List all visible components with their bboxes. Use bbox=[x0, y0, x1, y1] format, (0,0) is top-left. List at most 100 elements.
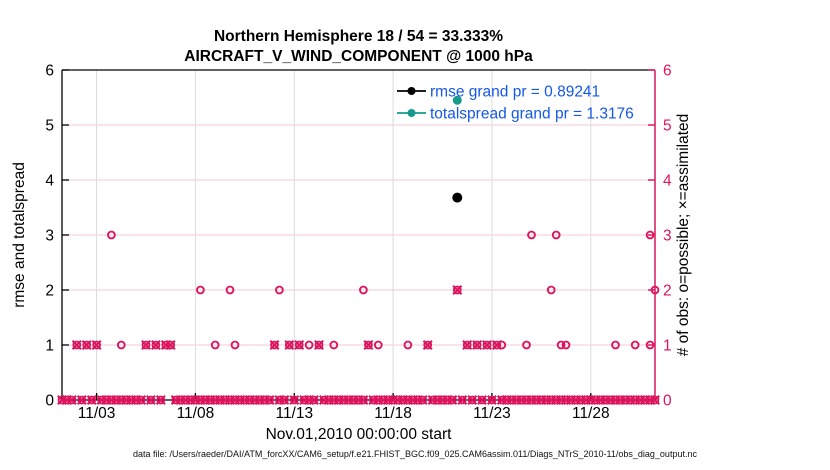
possible-obs-marker bbox=[383, 395, 393, 405]
possible-obs-marker bbox=[364, 340, 373, 350]
possible-obs-marker bbox=[497, 395, 507, 405]
legend-marker-totalspread bbox=[407, 109, 416, 117]
possible-obs-marker bbox=[245, 395, 255, 405]
possible-obs-marker bbox=[235, 395, 245, 405]
possible-obs-marker bbox=[349, 395, 358, 405]
possible-obs-marker bbox=[314, 340, 324, 350]
possible-obs-marker bbox=[146, 395, 156, 405]
y-tick-label-right: 3 bbox=[663, 228, 672, 245]
possible-obs-marker bbox=[289, 395, 299, 405]
possible-obs-marker bbox=[546, 395, 556, 405]
chart-subtitle: AIRCRAFT_V_WIND_COMPONENT @ 1000 hPa bbox=[184, 48, 533, 65]
possible-obs-marker bbox=[196, 395, 205, 405]
x-tick-label: 11/03 bbox=[78, 405, 116, 422]
possible-obs-marker bbox=[210, 395, 220, 405]
possible-obs-marker bbox=[630, 340, 640, 350]
possible-obs-marker bbox=[67, 395, 77, 405]
assimilated-obs-marker bbox=[165, 340, 176, 350]
possible-obs-marker bbox=[230, 395, 240, 405]
possible-obs-marker bbox=[408, 395, 418, 405]
possible-obs-marker bbox=[566, 395, 576, 405]
possible-obs-marker bbox=[107, 230, 116, 240]
possible-obs-marker bbox=[477, 395, 487, 405]
possible-obs-marker bbox=[230, 340, 240, 350]
possible-obs-marker bbox=[250, 395, 260, 405]
possible-obs-marker bbox=[492, 340, 502, 350]
possible-obs-marker bbox=[512, 395, 521, 405]
possible-obs-marker bbox=[438, 395, 447, 405]
possible-obs-marker bbox=[611, 340, 620, 350]
assimilated-obs-marker bbox=[284, 340, 295, 350]
possible-obs-marker bbox=[433, 395, 442, 405]
x-tick-label: 11/28 bbox=[572, 405, 610, 422]
possible-obs-marker bbox=[556, 340, 566, 350]
possible-obs-marker bbox=[136, 395, 146, 405]
possible-obs-marker bbox=[304, 395, 314, 405]
possible-obs-marker bbox=[551, 230, 561, 240]
x-tick-label: 11/18 bbox=[374, 405, 412, 422]
possible-obs-marker bbox=[536, 395, 546, 405]
rmse-point bbox=[452, 192, 463, 203]
possible-obs-marker bbox=[121, 395, 131, 405]
possible-obs-marker bbox=[527, 230, 536, 240]
possible-obs-marker bbox=[388, 395, 398, 405]
assimilated-obs-marker bbox=[150, 340, 161, 350]
x-tick-label: 11/08 bbox=[177, 405, 215, 422]
possible-obs-marker bbox=[650, 395, 660, 405]
possible-obs-marker bbox=[329, 395, 339, 405]
possible-obs-marker bbox=[418, 395, 428, 405]
possible-obs-marker bbox=[205, 395, 215, 405]
assimilated-obs-marker bbox=[71, 340, 82, 350]
possible-obs-marker bbox=[482, 340, 492, 350]
possible-obs-marker bbox=[126, 395, 136, 405]
possible-obs-marker bbox=[339, 395, 349, 405]
possible-obs-marker bbox=[487, 395, 497, 405]
possible-obs-marker bbox=[62, 395, 72, 405]
possible-obs-marker bbox=[403, 395, 413, 405]
possible-obs-marker bbox=[260, 395, 269, 405]
y-axis-label-left: rmse and totalspread bbox=[11, 162, 28, 308]
possible-obs-marker bbox=[141, 340, 151, 350]
x-axis-label: Nov.01,2010 00:00:00 start bbox=[266, 426, 453, 443]
possible-obs-marker bbox=[329, 340, 339, 350]
assimilated-obs-marker bbox=[269, 340, 280, 350]
possible-obs-marker bbox=[359, 395, 368, 405]
possible-obs-marker bbox=[196, 285, 205, 295]
possible-obs-marker bbox=[606, 395, 615, 405]
possible-obs-marker bbox=[240, 395, 250, 405]
y-axis-label-right: # of obs: o=possible; ×=assimilated bbox=[675, 114, 692, 357]
y-tick-label-left: 1 bbox=[45, 338, 54, 355]
possible-obs-marker bbox=[635, 395, 645, 405]
y-tick-label-left: 0 bbox=[45, 393, 54, 410]
possible-obs-marker bbox=[166, 340, 176, 350]
possible-obs-marker bbox=[87, 395, 97, 405]
possible-obs-marker bbox=[161, 340, 171, 350]
possible-obs-marker bbox=[107, 395, 116, 405]
possible-obs-marker bbox=[334, 395, 344, 405]
possible-obs-marker bbox=[581, 395, 591, 405]
possible-obs-marker bbox=[324, 395, 334, 405]
possible-obs-marker bbox=[354, 395, 363, 405]
assimilated-obs-marker bbox=[472, 340, 483, 350]
possible-obs-marker bbox=[546, 285, 556, 295]
possible-obs-marker bbox=[596, 395, 605, 405]
y-tick-label-left: 5 bbox=[45, 118, 54, 135]
possible-obs-marker bbox=[319, 395, 329, 405]
assimilated-obs-marker bbox=[452, 285, 463, 295]
possible-obs-marker bbox=[586, 395, 596, 405]
legend-marker-rmse bbox=[407, 87, 416, 95]
possible-obs-marker bbox=[462, 340, 472, 350]
possible-obs-marker bbox=[551, 395, 561, 405]
possible-obs-marker bbox=[452, 285, 462, 295]
possible-obs-marker bbox=[309, 395, 319, 405]
possible-obs-marker bbox=[270, 340, 279, 350]
assimilated-obs-marker bbox=[462, 340, 473, 350]
assimilated-obs-marker bbox=[491, 340, 502, 350]
possible-obs-marker bbox=[77, 395, 87, 405]
totalspread-point bbox=[452, 95, 462, 105]
y-tick-label-right: 5 bbox=[663, 118, 672, 135]
possible-obs-marker bbox=[368, 395, 378, 405]
possible-obs-marker bbox=[112, 395, 121, 405]
